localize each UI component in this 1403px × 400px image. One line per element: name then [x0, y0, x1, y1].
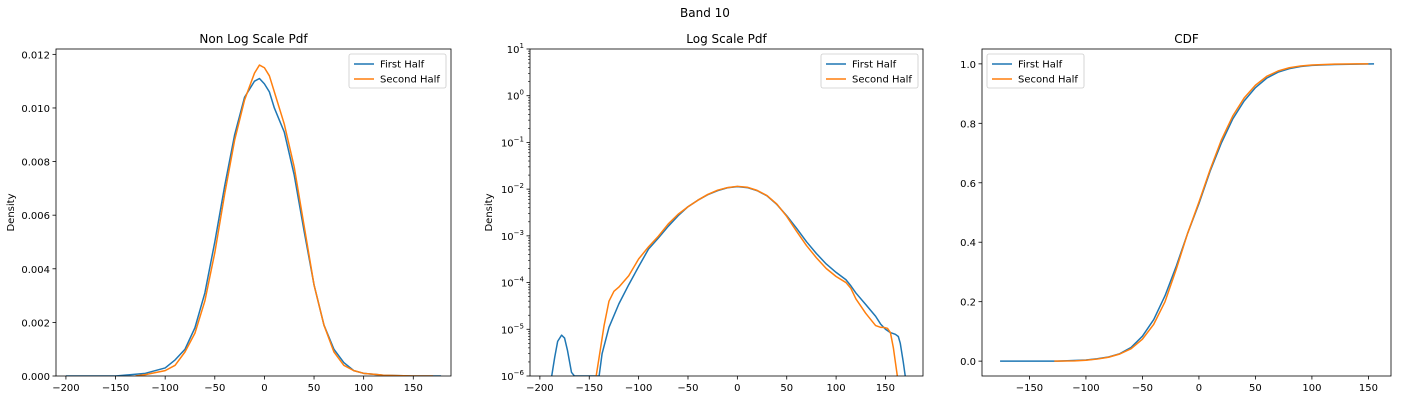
- x-tick-label: −50: [677, 383, 698, 394]
- y-axis-label: Density: [484, 193, 495, 231]
- x-tick-label: −100: [151, 383, 178, 394]
- x-tick-label: −150: [102, 383, 129, 394]
- series-line-first-half: [550, 185, 906, 376]
- x-tick-label: −150: [576, 383, 603, 394]
- y-tick-label: 10−3: [501, 229, 524, 243]
- x-tick-label: −50: [1132, 383, 1153, 394]
- x-tick-label: −150: [1016, 383, 1043, 394]
- axes-frame: [55, 48, 452, 377]
- y-tick-label: 0.0: [960, 357, 976, 368]
- y-axis-label: Density: [6, 193, 17, 231]
- y-tick-label: 0.004: [21, 265, 50, 276]
- legend-label: Second Half: [380, 75, 440, 86]
- x-tick-label: 50: [308, 383, 321, 394]
- y-tick-label: 100: [507, 89, 524, 103]
- legend: First Half Second Half: [820, 53, 919, 89]
- y-tick-label: 0.008: [21, 158, 50, 169]
- legend: First Half Second Half: [348, 53, 447, 89]
- figure-suptitle: Band 10: [680, 6, 730, 20]
- legend-label: First Half: [380, 60, 425, 71]
- y-tick-label: 101: [507, 42, 524, 56]
- x-tick-label: 0: [261, 383, 267, 394]
- panel-title: CDF: [1174, 32, 1199, 46]
- y-tick-label: 0.8: [960, 119, 976, 130]
- y-tick-label: 0.2: [960, 298, 976, 309]
- y-tick-label: 1.0: [960, 60, 976, 71]
- panel-title: Non Log Scale Pdf: [199, 32, 308, 46]
- x-tick-label: 150: [876, 383, 895, 394]
- x-tick-label: 150: [1359, 383, 1378, 394]
- x-tick-label: 150: [404, 383, 423, 394]
- y-tick-label: 10−4: [501, 276, 525, 290]
- panel-non-log-pdf: Non Log Scale Pdf Density −200 −150 −100 −50 0…: [6, 32, 452, 394]
- legend: First Half Second Half: [986, 53, 1085, 89]
- panel-log-pdf: Log Scale Pdf Density −200 −150 −100 −50 0 50 10…: [484, 32, 924, 394]
- y-tick-label: 10−1: [501, 135, 524, 149]
- x-tick-label: 100: [827, 383, 846, 394]
- x-tick-label: 100: [1302, 383, 1321, 394]
- legend-label: Second Half: [1018, 75, 1078, 86]
- y-tick-label: 10−2: [501, 182, 524, 196]
- legend-label: First Half: [852, 60, 897, 71]
- series-line-first-half: [1000, 63, 1375, 362]
- y-tick-label: 10−5: [501, 322, 524, 336]
- x-tick-label: −100: [625, 383, 652, 394]
- panel-cdf: CDF −150 −100 −50 0 50 100 150 0.0 0.2 0.4 0.6 0.8 1.…: [960, 32, 1392, 394]
- x-tick-label: 50: [780, 383, 793, 394]
- x-tick-label: 0: [734, 383, 740, 394]
- y-tick-label: 0.012: [21, 50, 50, 61]
- y-tick-label: 0.000: [21, 372, 50, 383]
- y-tick-label: 0.4: [960, 238, 976, 249]
- x-tick-label: −200: [526, 383, 553, 394]
- x-tick-label: 0: [1196, 383, 1202, 394]
- y-tick-label: 0.006: [21, 211, 50, 222]
- y-tick-label: 0.6: [960, 179, 976, 190]
- x-tick-label: −50: [204, 383, 225, 394]
- series-line-second-half: [595, 185, 899, 376]
- x-tick-label: −200: [52, 383, 79, 394]
- legend-label: Second Half: [852, 75, 912, 86]
- axes-frame: [981, 48, 1392, 377]
- x-tick-label: −100: [1072, 383, 1099, 394]
- x-tick-label: 100: [354, 383, 373, 394]
- y-tick-label: 0.002: [21, 318, 50, 329]
- y-tick-label: 0.010: [21, 104, 50, 115]
- series-line-second-half: [1054, 63, 1369, 362]
- series-line-second-half: [135, 64, 434, 376]
- panel-title: Log Scale Pdf: [686, 32, 767, 46]
- y-tick-label: 10−6: [501, 369, 525, 383]
- legend-label: First Half: [1018, 60, 1063, 71]
- axes-frame: [529, 48, 924, 377]
- series-line-first-half: [65, 77, 442, 376]
- x-tick-label: 50: [1249, 383, 1262, 394]
